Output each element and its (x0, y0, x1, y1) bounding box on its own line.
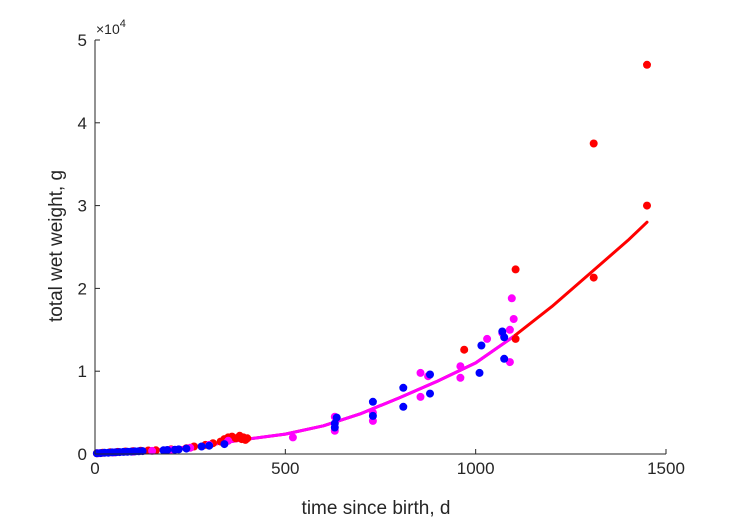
fit-curve (93, 334, 516, 456)
data-point (500, 333, 509, 342)
data-point (643, 60, 651, 69)
data-point (368, 411, 377, 420)
data-point (332, 413, 341, 422)
y-tick-label: 3 (78, 197, 87, 216)
data-point (416, 392, 425, 401)
data-point (205, 441, 214, 450)
y-tick-label: 2 (78, 279, 87, 298)
data-point (148, 446, 157, 455)
x-tick-label: 500 (271, 459, 299, 478)
y-tick-label: 5 (78, 31, 87, 50)
y-tick-label: 1 (78, 362, 87, 381)
data-point (589, 139, 598, 148)
data-point (174, 445, 183, 454)
data-point (163, 446, 172, 454)
data-point (511, 265, 520, 274)
data-point (182, 444, 191, 453)
data-point (399, 383, 408, 392)
x-ticks: 0 500 1000 1500 (90, 449, 685, 478)
data-point (399, 402, 408, 411)
data-point (589, 273, 598, 282)
data-point (509, 315, 518, 323)
y-axis-label: total wet weight, g (46, 170, 67, 322)
axes (94, 40, 666, 455)
x-tick-label: 0 (90, 459, 99, 478)
data-point (643, 201, 651, 210)
y-tick-label: 0 (78, 445, 87, 464)
data-point (138, 447, 147, 456)
data-point (426, 370, 434, 379)
y-tick-label: 4 (78, 114, 87, 133)
data-point (460, 345, 469, 354)
data-point (505, 325, 514, 334)
data-point (483, 334, 492, 343)
data-point (426, 389, 434, 398)
x-tick-label: 1000 (457, 459, 495, 478)
data-point (288, 433, 297, 442)
data-point (507, 294, 516, 303)
x-axis-label: time since birth, d (302, 498, 451, 519)
data-point (197, 442, 206, 451)
data-point (416, 368, 425, 377)
y-ticks: 0 1 2 3 4 5 (78, 31, 100, 464)
data-point (456, 373, 465, 382)
x-tick-label: 1500 (647, 459, 685, 478)
data-point (220, 440, 229, 449)
data-point (500, 354, 509, 363)
data-point (456, 362, 465, 371)
y-scale-exponent: ×104 (96, 18, 126, 37)
data-point (477, 341, 486, 350)
data-point (368, 397, 377, 406)
data-point (511, 334, 520, 343)
points-layer (92, 60, 651, 458)
y-scale-exponent-power: 4 (120, 18, 126, 30)
y-scale-exponent-base: ×10 (96, 21, 120, 37)
data-point (243, 434, 252, 443)
data-point (475, 368, 484, 377)
